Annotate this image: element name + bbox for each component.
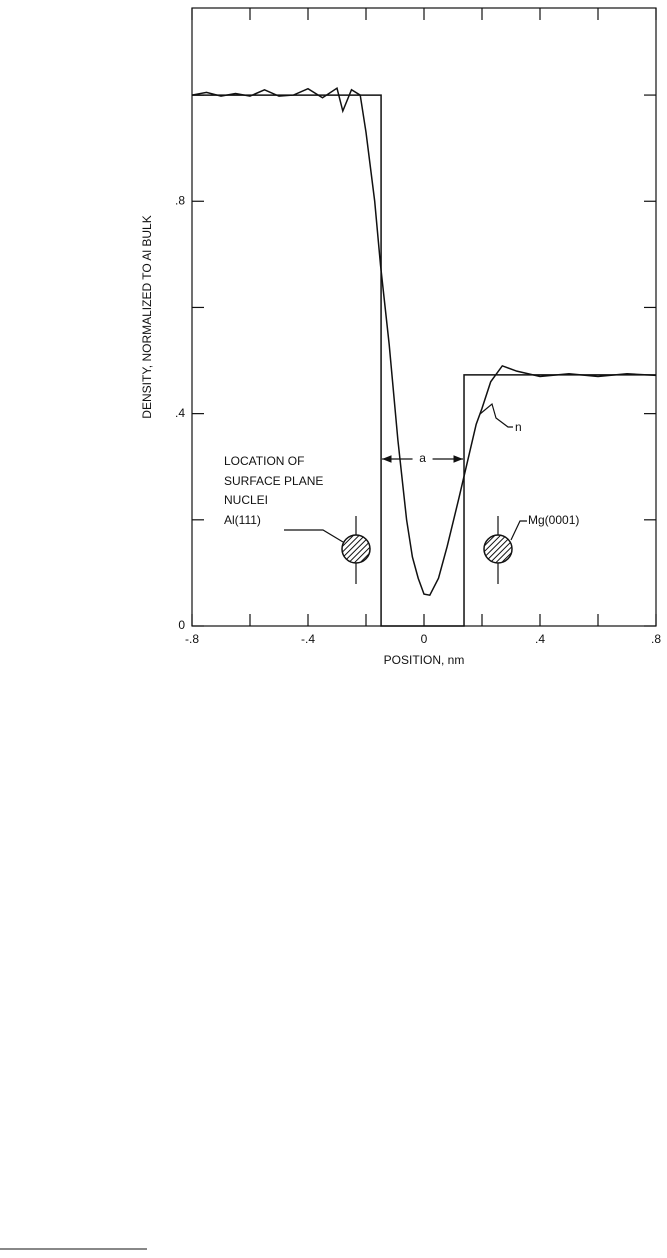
y-tick-label: 0 [178, 618, 185, 632]
annotation: Mg(0001) [528, 513, 579, 527]
x-tick-label: -.4 [301, 632, 315, 646]
annotation: LOCATION OF [224, 454, 304, 468]
atom-left [284, 516, 371, 584]
annotation: Al(111) [224, 513, 261, 527]
y-tick-label: .4 [175, 406, 185, 420]
x-tick-label: -.8 [185, 632, 199, 646]
x-axis-label: POSITION, nm [384, 653, 465, 667]
gap-label: a [419, 451, 426, 465]
series-label: n [515, 420, 522, 434]
plot-frame [191, 7, 657, 627]
atom-right [483, 516, 527, 584]
y-tick-label: .8 [175, 193, 185, 207]
annotation: NUCLEI [224, 493, 268, 507]
n-leader [479, 402, 513, 428]
x-tick-label: .8 [651, 632, 661, 646]
x-tick-label: 0 [421, 632, 428, 646]
series-line [192, 94, 656, 627]
y-axis-label: DENSITY, NORMALIZED TO Al BULK [140, 215, 154, 418]
series-line [191, 86, 657, 597]
x-tick-label: .4 [535, 632, 545, 646]
annotation: SURFACE PLANE [224, 474, 323, 488]
